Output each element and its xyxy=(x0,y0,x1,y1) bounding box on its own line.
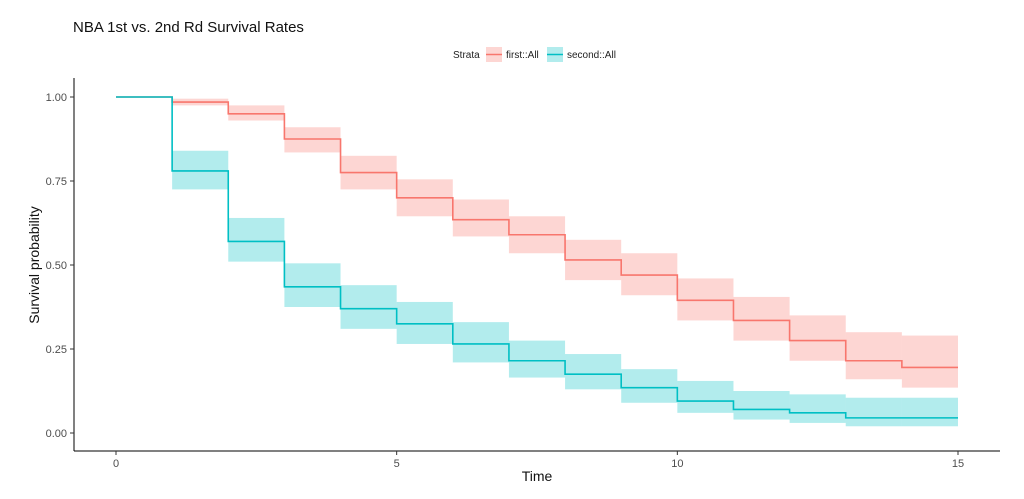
legend-title: Strata xyxy=(453,50,480,61)
y-tick-label: 0.50 xyxy=(46,260,67,272)
x-tick-label: 10 xyxy=(671,458,683,470)
ci-band-second xyxy=(284,263,341,307)
y-axis-title: Survival probability xyxy=(26,206,42,324)
ci-band-second xyxy=(452,322,509,363)
ci-band-second xyxy=(733,391,790,420)
ci-band-second xyxy=(789,394,846,423)
chart-title: NBA 1st vs. 2nd Rd Survival Rates xyxy=(73,19,304,36)
confidence-bands xyxy=(172,98,958,427)
ci-band-first xyxy=(845,332,902,380)
y-tick-label: 0.25 xyxy=(46,344,67,356)
legend: Strata first::All second::All xyxy=(453,47,616,62)
y-tick-label: 0.00 xyxy=(46,428,67,440)
survival-curves xyxy=(116,96,958,419)
ci-band-second xyxy=(901,397,958,427)
legend-label-second: second::All xyxy=(567,50,616,61)
ci-band-second xyxy=(845,397,902,427)
ci-band-first xyxy=(452,199,509,237)
ci-band-second xyxy=(228,217,285,262)
y-tick-label: 0.75 xyxy=(46,176,67,188)
ci-band-second xyxy=(396,301,453,344)
ci-band-second xyxy=(621,369,678,403)
survival-line-second xyxy=(116,96,958,419)
survival-line-first xyxy=(116,96,958,369)
x-axis-title: Time xyxy=(522,468,553,484)
ci-band-first xyxy=(228,105,285,121)
ci-band-second xyxy=(508,340,566,378)
x-tick-label: 0 xyxy=(113,458,119,470)
ci-band-second xyxy=(677,380,734,413)
ci-band-second xyxy=(340,285,397,329)
ci-band-first xyxy=(621,253,678,296)
x-tick-label: 5 xyxy=(394,458,400,470)
ci-band-first xyxy=(901,335,958,388)
y-tick-label: 1.00 xyxy=(46,92,67,104)
axes: 0.00 0.25 0.50 0.75 1.00 0 5 10 15 xyxy=(46,78,1000,470)
ci-band-second xyxy=(565,354,622,390)
ci-band-first xyxy=(284,127,341,153)
x-tick-label: 15 xyxy=(952,458,964,470)
ci-band-second xyxy=(172,150,229,190)
ci-band-first xyxy=(789,315,846,361)
legend-label-first: first::All xyxy=(506,50,539,61)
ci-band-first xyxy=(733,296,790,341)
ci-band-first xyxy=(677,278,734,321)
